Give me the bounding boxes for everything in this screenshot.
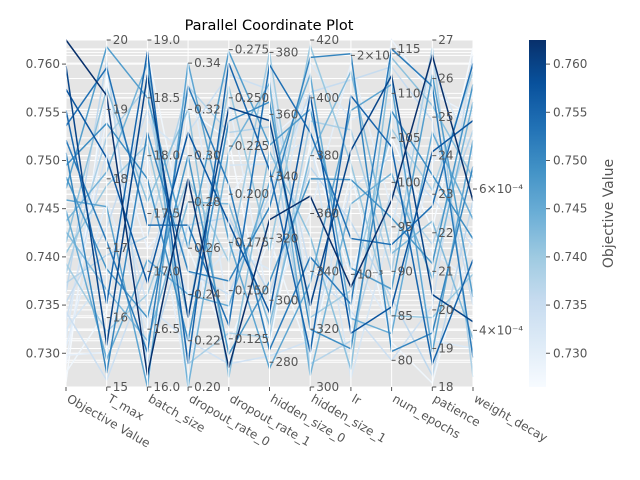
tick-label: 17 <box>113 241 128 255</box>
tick-label: 380 <box>316 149 339 163</box>
tick-label: 0.275 <box>235 43 269 57</box>
tick-label: 95 <box>398 220 413 234</box>
colorbar-scale <box>529 40 546 387</box>
tick-label: 0.745 <box>26 202 60 216</box>
tick-label: 0.250 <box>235 91 269 105</box>
tick-label: 18.5 <box>153 91 180 105</box>
axis-name-label: lr <box>349 391 363 407</box>
tick-label: 0.730 <box>26 346 60 360</box>
tick-label: 18 <box>113 172 128 186</box>
tick-label: 0.28 <box>194 195 221 209</box>
tick-label: 320 <box>316 322 339 336</box>
tick-label: 85 <box>398 309 413 323</box>
tick-label: 0.225 <box>235 139 269 153</box>
tick-label: 0.125 <box>235 332 269 346</box>
tick-label: 360 <box>276 107 299 121</box>
tick-label: 340 <box>276 169 299 183</box>
tick-label: 17.5 <box>153 207 180 221</box>
colorbar: 0.730 0.735 0.740 0.745 0.750 0.755 0.760 Objec… <box>529 40 617 387</box>
tick-label: 420 <box>316 33 339 47</box>
colorbar-tick-label: 0.730 <box>553 346 587 360</box>
tick-label: 0.175 <box>235 235 269 249</box>
tick-label: 6×10⁻⁴ <box>479 182 523 196</box>
tick-label: 19 <box>113 102 128 116</box>
colorbar-tick-label: 0.735 <box>553 298 587 312</box>
tick-label: 18.0 <box>153 149 180 163</box>
tick-label: 20 <box>438 303 453 317</box>
tick-label: 27 <box>438 33 453 47</box>
axis-name-label: weight_decay <box>472 391 550 444</box>
tick-label: 26 <box>438 72 453 86</box>
tick-label: 0.24 <box>194 287 221 301</box>
tick-label: 105 <box>398 131 421 145</box>
tick-label: 360 <box>316 207 339 221</box>
tick-label: 15 <box>113 380 128 394</box>
tick-label: 2×10⁻³ <box>357 48 401 62</box>
tick-label: 280 <box>276 355 299 369</box>
tick-label: 0.20 <box>194 380 221 394</box>
tick-label: 300 <box>276 293 299 307</box>
tick-label: 0.740 <box>26 250 60 264</box>
colorbar-tick-label: 0.755 <box>553 105 587 119</box>
tick-label: 90 <box>398 264 413 278</box>
tick-label: 16.0 <box>153 380 180 394</box>
colorbar-tick-label: 0.740 <box>553 250 587 264</box>
tick-label: 16 <box>113 311 128 325</box>
tick-label: 4×10⁻⁴ <box>479 323 523 337</box>
tick-label: 0.755 <box>26 105 60 119</box>
tick-label: 300 <box>316 380 339 394</box>
tick-label: 18 <box>438 380 453 394</box>
tick-label: 24 <box>438 149 453 163</box>
tick-label: 320 <box>276 231 299 245</box>
colorbar-tick-label: 0.745 <box>553 202 587 216</box>
tick-label: 25 <box>438 110 453 124</box>
colorbar-label: Objective Value <box>601 159 617 268</box>
tick-label: 0.200 <box>235 187 269 201</box>
tick-label: 380 <box>276 45 299 59</box>
tick-label: 21 <box>438 264 453 278</box>
chart-title: Parallel Coordinate Plot <box>185 18 354 34</box>
tick-label: 20 <box>113 33 128 47</box>
axis-lr: 10⁻³ 2×10⁻³ lr <box>349 40 401 408</box>
tick-label: 16.5 <box>153 322 180 336</box>
tick-label: 0.735 <box>26 298 60 312</box>
colorbar-tick-label: 0.750 <box>553 153 587 167</box>
tick-label: 19 <box>438 341 453 355</box>
tick-label: 0.22 <box>194 334 221 348</box>
tick-label: 0.34 <box>194 56 221 70</box>
tick-label: 0.150 <box>235 284 269 298</box>
tick-label: 22 <box>438 226 453 240</box>
tick-label: 340 <box>316 264 339 278</box>
tick-label: 0.26 <box>194 241 221 255</box>
tick-label: 100 <box>398 175 421 189</box>
tick-label: 10⁻³ <box>357 267 384 281</box>
tick-label: 0.750 <box>26 153 60 167</box>
tick-label: 400 <box>316 91 339 105</box>
tick-label: 0.30 <box>194 149 221 163</box>
tick-label: 19.0 <box>153 33 180 47</box>
tick-label: 110 <box>398 86 421 100</box>
colorbar-tick-label: 0.760 <box>553 57 587 71</box>
tick-label: 0.32 <box>194 102 221 116</box>
tick-label: 17.0 <box>153 264 180 278</box>
tick-label: 80 <box>398 353 413 367</box>
tick-label: 23 <box>438 187 453 201</box>
tick-label: 115 <box>398 42 421 56</box>
tick-label: 0.760 <box>26 57 60 71</box>
